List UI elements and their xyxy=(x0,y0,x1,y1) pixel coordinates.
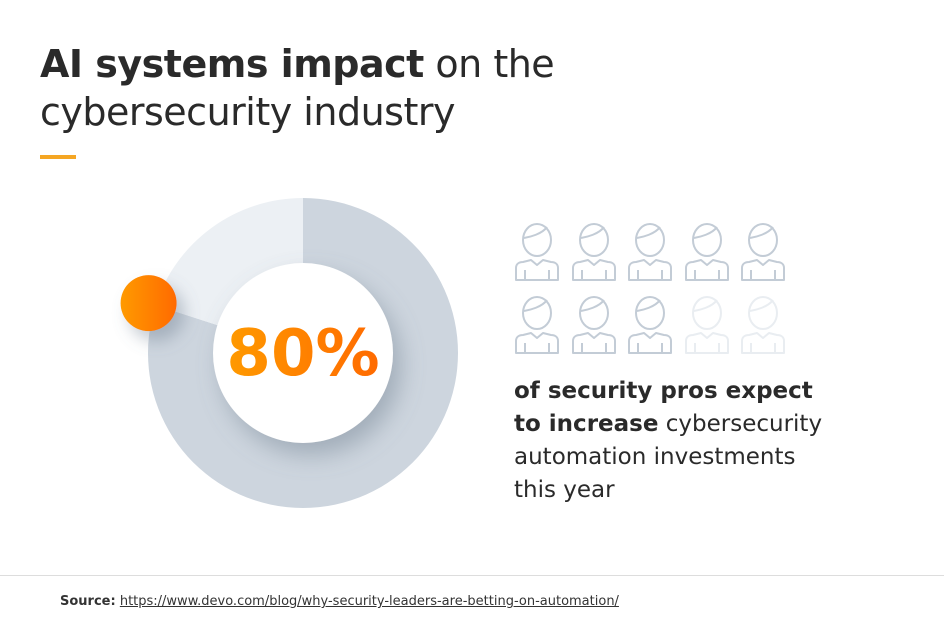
person-icon xyxy=(514,222,560,282)
page-title: AI systems impact on the cybersecurity i… xyxy=(40,40,555,136)
donut-center xyxy=(213,263,393,443)
person-icon xyxy=(684,295,730,355)
title-bold: AI systems impact xyxy=(40,42,424,86)
person-icon xyxy=(571,295,617,355)
caption: of security pros expect to increase cybe… xyxy=(514,375,844,507)
source-line: Source: https://www.devo.com/blog/why-se… xyxy=(60,594,619,609)
person-icon xyxy=(740,295,786,355)
footer-divider xyxy=(0,575,944,576)
donut-segment-main xyxy=(147,198,458,508)
title-line2: cybersecurity industry xyxy=(40,90,455,134)
accent-bar xyxy=(40,155,76,159)
person-icon xyxy=(571,222,617,282)
person-icon xyxy=(684,222,730,282)
person-icon xyxy=(627,295,673,355)
caption-rest: cybersecurity automation investments thi… xyxy=(514,411,823,503)
title-rest: on the xyxy=(423,42,555,86)
source-label: Source: xyxy=(60,594,116,609)
caption-bold: of security pros expect to increase xyxy=(514,378,813,437)
donut-segment-rest xyxy=(155,198,303,326)
person-icon xyxy=(740,222,786,282)
source-link[interactable]: https://www.devo.com/blog/why-security-l… xyxy=(119,594,619,609)
center-percent-label: 80% xyxy=(226,317,379,391)
person-icon xyxy=(627,222,673,282)
donut-marker-dot xyxy=(120,275,177,332)
person-icon xyxy=(514,295,560,355)
